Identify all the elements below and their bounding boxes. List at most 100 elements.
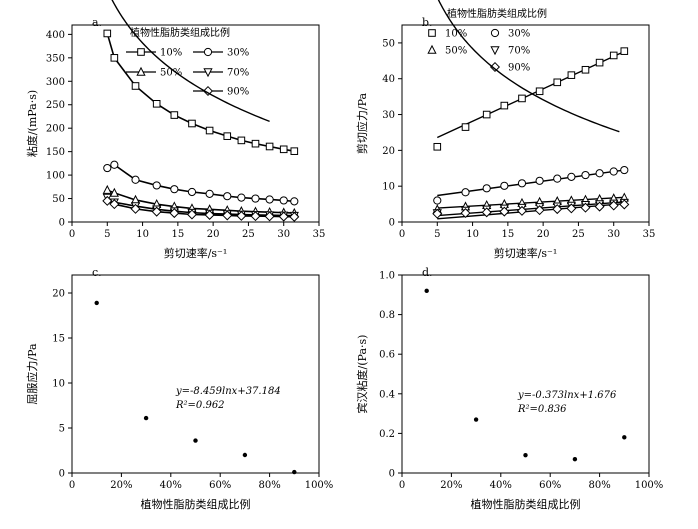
data-point (103, 163, 112, 173)
chart-panel-d: 0 20% 40% 60% 80% 100% 0 0.2 0.4 0.6 0.8 1.0 植物性脂肪类组… (355, 0, 663, 511)
data-point (223, 132, 232, 140)
series-line (106, 33, 295, 152)
legend-label: 90% (508, 63, 530, 74)
data-point (152, 181, 161, 190)
data-point (500, 181, 509, 190)
series-30pct (433, 165, 629, 205)
data-point (499, 206, 510, 217)
data-point (251, 139, 260, 148)
data-point (534, 205, 545, 216)
data-point (130, 203, 141, 214)
y-axis-label: 剪切应力/Pa (355, 92, 369, 154)
legend-marker (203, 68, 213, 78)
x-tick-label: 80% (588, 480, 610, 491)
data-point (109, 187, 119, 197)
y-tick-label: 350 (46, 53, 65, 64)
series-90pct (102, 195, 300, 222)
data-point (102, 195, 113, 206)
x-tick-label: 20 (207, 229, 220, 240)
data-point (170, 185, 179, 194)
data-point (595, 58, 604, 67)
legend-marker (203, 47, 213, 57)
data-point (236, 210, 247, 221)
legend-marker (202, 85, 214, 97)
data-point (103, 29, 112, 38)
data-point (242, 452, 248, 458)
data-point (594, 201, 605, 212)
legend-entry: 70% (193, 68, 249, 79)
data-point (290, 147, 299, 155)
y-tick-label: 30 (382, 110, 395, 121)
y-tick-label: 0 (389, 469, 395, 480)
x-axis-label: 植物性脂肪类组成比例 (141, 497, 251, 511)
legend-entry: 10% (126, 48, 182, 59)
panel-label: a. (92, 16, 102, 29)
data-point (482, 110, 491, 119)
x-tick-label: 100% (305, 480, 334, 491)
data-point (170, 111, 179, 119)
x-tick-label: 15 (171, 229, 184, 240)
data-point (523, 452, 528, 458)
fit-equation: y=-0.373lnx+1.676 (517, 390, 617, 401)
data-point (461, 123, 470, 131)
panel-label: b. (422, 16, 433, 29)
data-point (187, 187, 197, 197)
series-90pct (432, 199, 630, 220)
legend-marker (490, 28, 500, 38)
data-point (620, 47, 629, 55)
y-tick-label: 0.6 (379, 350, 395, 361)
legend-label: 70% (227, 68, 249, 79)
data-point (535, 176, 544, 185)
x-axis-label: 剪切速率/s⁻¹ (494, 246, 558, 260)
legend-marker (136, 66, 146, 76)
data-point (131, 175, 140, 184)
y-tick-label: 250 (46, 100, 65, 111)
legend-marker (427, 44, 437, 54)
data-point (432, 208, 443, 219)
x-tick-label: 100% (635, 480, 664, 491)
y-tick-label: 10 (382, 182, 395, 193)
data-point (279, 145, 288, 154)
panel-label: c. (92, 266, 102, 279)
series-10pct (433, 47, 629, 151)
y-tick-label: 20 (382, 146, 395, 157)
data-point (152, 100, 161, 108)
legend-entry: 90% (193, 85, 249, 98)
x-tick-label: 20 (537, 229, 550, 240)
x-tick-label: 25 (242, 229, 255, 240)
x-tick-label: 80% (258, 480, 280, 491)
fit-curve (111, 0, 270, 123)
series-10pct (103, 29, 299, 155)
x-tick-label: 30 (607, 229, 620, 240)
data-point (567, 71, 576, 79)
data-point (251, 194, 260, 203)
data-point (572, 456, 578, 462)
y-tick-label: 400 (46, 30, 65, 41)
x-tick-label: 5 (104, 229, 110, 240)
data-point (205, 126, 214, 135)
x-tick-label: 60% (539, 480, 561, 491)
data-point (461, 188, 470, 197)
chart-panel-a: 0 5 10 15 20 25 30 35050100150200250300350400剪切… (25, 16, 325, 260)
y-tick-label: 0.8 (379, 310, 395, 321)
x-tick-label: 60% (209, 480, 231, 491)
y-tick-label: 100 (46, 171, 65, 182)
data-point (433, 196, 442, 205)
data-point (518, 94, 526, 103)
data-point (169, 208, 180, 219)
panel-label: d. (422, 266, 433, 279)
data-point (278, 211, 289, 222)
data-point (264, 211, 275, 222)
data-point (622, 435, 627, 440)
fit-line (436, 50, 625, 139)
x-tick-label: 20% (110, 480, 132, 491)
data-point (102, 184, 112, 194)
legend-label: 30% (227, 48, 249, 59)
data-point (473, 417, 479, 422)
y-axis-label: 粘度/(mPa·s) (25, 90, 39, 157)
data-point (250, 211, 261, 222)
data-point (580, 202, 591, 213)
data-point (595, 169, 604, 178)
data-point (279, 196, 288, 205)
data-point (131, 82, 140, 90)
